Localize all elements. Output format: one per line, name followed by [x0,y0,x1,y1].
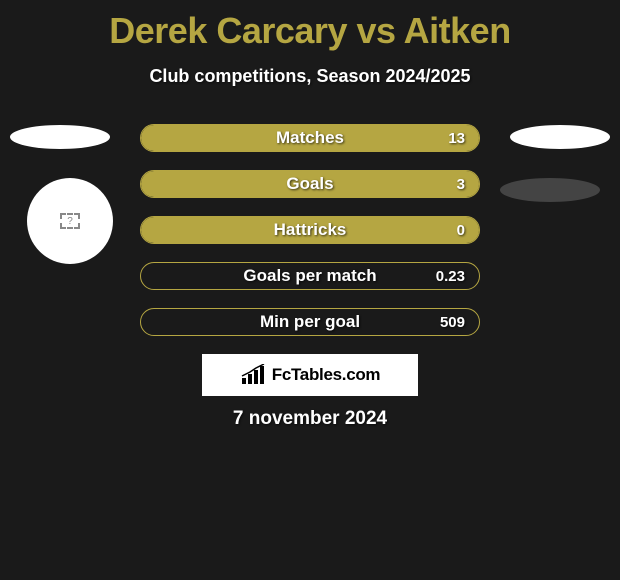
stat-row-hattricks: Hattricks 0 [140,216,480,244]
stat-label: Goals [141,174,479,194]
right-club-ellipse [510,125,610,149]
page-title: Derek Carcary vs Aitken [0,0,620,52]
left-club-ellipse [10,125,110,149]
avatar-placeholder-icon: ? [60,213,80,229]
stat-row-min-per-goal: Min per goal 509 [140,308,480,336]
stat-row-matches: Matches 13 [140,124,480,152]
stat-value: 0.23 [436,268,465,285]
page-subtitle: Club competitions, Season 2024/2025 [0,66,620,87]
logo-text: FcTables.com [272,365,381,385]
right-player-ellipse [500,178,600,202]
left-player-avatar: ? [27,178,113,264]
fctables-logo[interactable]: FcTables.com [202,354,418,396]
stat-label: Matches [141,128,479,148]
bar-chart-icon [240,364,266,386]
date-label: 7 november 2024 [0,408,620,430]
stat-value: 0 [457,222,465,239]
stat-row-goals-per-match: Goals per match 0.23 [140,262,480,290]
stat-value: 509 [440,314,465,331]
stat-label: Hattricks [141,220,479,240]
stat-value: 13 [448,130,465,147]
stats-container: Matches 13 Goals 3 Hattricks 0 Goals per… [140,124,480,354]
stat-label: Min per goal [141,312,479,332]
stat-label: Goals per match [141,266,479,286]
stat-value: 3 [457,176,465,193]
stat-row-goals: Goals 3 [140,170,480,198]
